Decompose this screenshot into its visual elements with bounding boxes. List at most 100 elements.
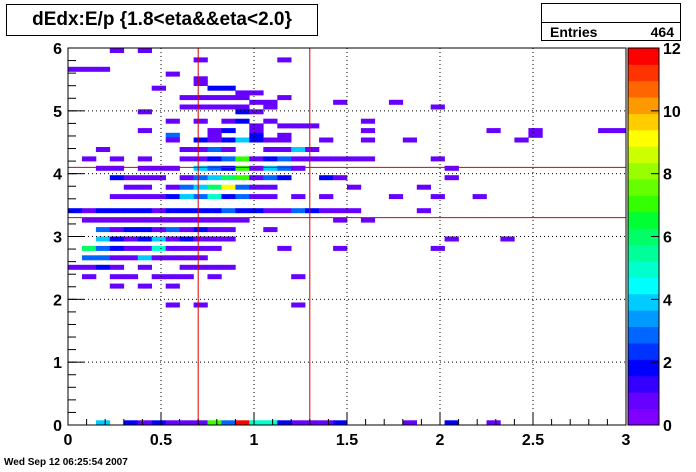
y-tick-label: 0 xyxy=(53,418,62,435)
heatmap-cell xyxy=(151,175,166,181)
heatmap-cell xyxy=(137,283,152,289)
heatmap-cell xyxy=(137,48,152,53)
heatmap-cell xyxy=(207,420,222,426)
heatmap-cell xyxy=(193,76,208,82)
color-palette-layer: 0 2 4 6 8 10 12 xyxy=(627,41,681,435)
heatmap-cell xyxy=(472,194,487,200)
heatmap-cell xyxy=(291,208,306,214)
heatmap-cell xyxy=(416,184,431,190)
heatmap-cell xyxy=(123,227,139,233)
palette-swatch xyxy=(628,64,659,82)
palette-swatch xyxy=(628,359,659,377)
heatmap-cell xyxy=(263,227,278,233)
heatmap-cell xyxy=(109,236,125,242)
heatmap-cell xyxy=(263,104,278,110)
heatmap-cell xyxy=(360,118,376,124)
heatmap-cell xyxy=(193,194,208,200)
heatmap-cell xyxy=(82,208,97,214)
heatmap-cell xyxy=(249,132,264,138)
heatmap-cell xyxy=(179,245,194,251)
heatmap-cell xyxy=(263,147,278,152)
heatmap-cell xyxy=(151,194,166,200)
heatmap-cell xyxy=(123,217,139,223)
heatmap-cell xyxy=(263,175,278,181)
heatmap-cell xyxy=(179,104,194,110)
heatmap-cell xyxy=(360,137,376,143)
heatmap-cell xyxy=(207,184,222,190)
heatmap-cell xyxy=(137,109,152,115)
heatmap-cell xyxy=(109,227,125,233)
heatmap-cell xyxy=(151,420,166,426)
heatmap-cell xyxy=(249,208,264,214)
heatmap-cell xyxy=(249,175,264,181)
heatmap-cell xyxy=(360,217,376,223)
heatmap-cell xyxy=(137,128,152,134)
heatmap-cell xyxy=(95,420,111,426)
heatmap-cell xyxy=(137,420,152,426)
heatmap-cell xyxy=(319,156,334,162)
palette-swatch xyxy=(628,244,659,262)
heatmap-cell xyxy=(82,66,97,72)
heatmap-cell xyxy=(82,156,97,162)
heatmap-cell xyxy=(277,208,292,214)
heatmap-cell xyxy=(109,194,125,200)
heatmap-cell xyxy=(193,175,208,181)
heatmap-cell xyxy=(165,420,180,426)
heatmap-cell xyxy=(347,184,362,190)
y-tick-label: 1 xyxy=(53,355,62,372)
stats-divider xyxy=(542,22,680,23)
palette-tick-label: 2 xyxy=(663,355,672,372)
heatmap-cell xyxy=(207,274,222,280)
heatmap-cell xyxy=(193,118,208,124)
palette-swatch xyxy=(628,293,659,311)
heatmap-cell xyxy=(319,194,334,200)
heatmap-cell xyxy=(123,274,139,280)
heatmap-cell xyxy=(305,420,320,426)
entries-value: 464 xyxy=(650,24,674,40)
heatmap-cell xyxy=(137,208,152,214)
heatmap-cell xyxy=(109,156,125,162)
x-tick-label: 2.5 xyxy=(522,432,544,449)
heatmap-cell xyxy=(193,165,208,171)
heatmap-cell xyxy=(249,184,264,190)
heatmap-cell xyxy=(277,147,292,152)
heatmap-cell xyxy=(193,208,208,214)
heatmap-cell xyxy=(151,85,166,91)
heatmap-cell xyxy=(151,245,166,251)
heatmap-cell xyxy=(193,147,208,152)
palette-swatch xyxy=(628,392,659,410)
palette-swatch xyxy=(628,310,659,328)
heatmap-cell xyxy=(151,208,166,214)
heatmap-cell xyxy=(207,85,222,91)
grid-layer xyxy=(68,48,626,425)
palette-swatch xyxy=(628,211,659,229)
heatmap-cell xyxy=(165,274,180,280)
heatmap-cell xyxy=(68,66,83,72)
heatmap-cell xyxy=(137,217,152,223)
heatmap-cell xyxy=(179,184,194,190)
heatmap-cell xyxy=(193,245,208,251)
heatmap-cell xyxy=(291,147,306,152)
palette-swatch xyxy=(628,261,659,278)
heatmap-cell xyxy=(193,95,208,101)
heatmap-cell xyxy=(263,137,278,143)
heatmap-cell xyxy=(235,90,250,96)
x-tick-label: 1 xyxy=(250,432,259,449)
heatmap-cell xyxy=(109,264,125,270)
heatmap-cell xyxy=(193,81,208,86)
heatmap-cell xyxy=(612,128,627,134)
heatmap-cell xyxy=(193,137,208,143)
heatmap-cell xyxy=(165,194,180,200)
palette-swatch xyxy=(628,408,659,426)
heatmap-cell xyxy=(137,165,152,171)
timestamp: Wed Sep 12 06:25:54 2007 xyxy=(4,457,128,468)
heatmap-cell xyxy=(263,165,278,171)
heatmap-cell xyxy=(333,175,348,181)
heatmap-cell xyxy=(263,194,278,200)
heatmap-cell xyxy=(235,208,250,214)
heatmap-cell xyxy=(235,194,250,200)
heatmap-cell xyxy=(179,147,194,152)
heatmap-cell xyxy=(137,194,152,200)
heatmap-cell xyxy=(277,245,292,251)
